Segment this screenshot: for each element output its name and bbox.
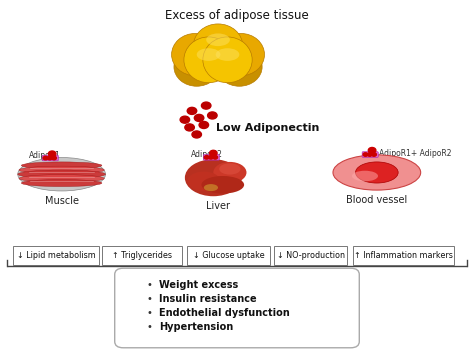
Ellipse shape bbox=[216, 48, 239, 61]
Text: •: • bbox=[146, 294, 152, 304]
Circle shape bbox=[194, 114, 204, 121]
FancyBboxPatch shape bbox=[13, 246, 99, 265]
Ellipse shape bbox=[203, 37, 252, 83]
Circle shape bbox=[201, 102, 211, 109]
Ellipse shape bbox=[193, 24, 243, 68]
Text: AdipoR2: AdipoR2 bbox=[191, 150, 222, 159]
Ellipse shape bbox=[174, 48, 219, 86]
Circle shape bbox=[210, 150, 217, 156]
Circle shape bbox=[363, 153, 368, 156]
Text: ↓ Lipid metabolism: ↓ Lipid metabolism bbox=[17, 251, 95, 260]
Circle shape bbox=[185, 124, 194, 131]
Circle shape bbox=[43, 156, 48, 160]
Text: •: • bbox=[146, 308, 152, 318]
Text: ↑ Triglycerides: ↑ Triglycerides bbox=[112, 251, 172, 260]
Text: •: • bbox=[146, 280, 152, 290]
FancyBboxPatch shape bbox=[353, 246, 454, 265]
Circle shape bbox=[208, 112, 217, 119]
Text: •: • bbox=[146, 322, 152, 332]
FancyBboxPatch shape bbox=[274, 246, 347, 265]
Ellipse shape bbox=[333, 155, 421, 190]
Text: AdipoR1: AdipoR1 bbox=[28, 151, 60, 160]
Text: Low Adiponectin: Low Adiponectin bbox=[216, 123, 319, 133]
Text: Muscle: Muscle bbox=[45, 196, 79, 206]
Circle shape bbox=[368, 147, 376, 153]
FancyBboxPatch shape bbox=[102, 246, 182, 265]
Ellipse shape bbox=[172, 33, 219, 76]
Ellipse shape bbox=[201, 176, 244, 194]
Text: ↓ Glucose uptake: ↓ Glucose uptake bbox=[193, 251, 264, 260]
Ellipse shape bbox=[217, 48, 262, 86]
Circle shape bbox=[372, 153, 376, 156]
Ellipse shape bbox=[217, 33, 264, 76]
Ellipse shape bbox=[213, 162, 246, 183]
Ellipse shape bbox=[206, 33, 230, 46]
Text: ↓ NO-production: ↓ NO-production bbox=[277, 251, 345, 260]
Ellipse shape bbox=[19, 166, 104, 174]
Circle shape bbox=[192, 131, 201, 138]
FancyBboxPatch shape bbox=[115, 268, 359, 348]
Circle shape bbox=[187, 107, 197, 114]
Ellipse shape bbox=[19, 175, 104, 182]
FancyBboxPatch shape bbox=[187, 246, 270, 265]
Text: AdipoR1+ AdipoR2: AdipoR1+ AdipoR2 bbox=[379, 149, 452, 158]
Ellipse shape bbox=[21, 162, 102, 169]
Circle shape bbox=[199, 121, 209, 128]
Circle shape bbox=[48, 151, 56, 157]
Text: Blood vessel: Blood vessel bbox=[346, 195, 408, 205]
FancyBboxPatch shape bbox=[42, 155, 58, 161]
Ellipse shape bbox=[352, 171, 378, 181]
Ellipse shape bbox=[204, 184, 218, 191]
Text: Endothelial dysfunction: Endothelial dysfunction bbox=[159, 308, 290, 318]
Text: Weight excess: Weight excess bbox=[159, 280, 238, 290]
Text: Hypertension: Hypertension bbox=[159, 322, 233, 332]
Text: ↑ Inflammation markers: ↑ Inflammation markers bbox=[354, 251, 453, 260]
FancyBboxPatch shape bbox=[203, 155, 219, 160]
Ellipse shape bbox=[197, 48, 220, 61]
Circle shape bbox=[52, 156, 56, 160]
Circle shape bbox=[47, 156, 52, 160]
Ellipse shape bbox=[18, 170, 106, 178]
Ellipse shape bbox=[219, 163, 240, 175]
Ellipse shape bbox=[184, 37, 233, 83]
Circle shape bbox=[209, 156, 213, 159]
Text: Insulin resistance: Insulin resistance bbox=[159, 294, 256, 304]
Text: Excess of adipose tissue: Excess of adipose tissue bbox=[165, 9, 309, 22]
Ellipse shape bbox=[18, 158, 106, 191]
Circle shape bbox=[204, 156, 209, 159]
FancyBboxPatch shape bbox=[362, 152, 378, 157]
Ellipse shape bbox=[185, 159, 242, 196]
Ellipse shape bbox=[187, 171, 220, 191]
Circle shape bbox=[213, 156, 218, 159]
Ellipse shape bbox=[356, 162, 398, 183]
Circle shape bbox=[180, 116, 190, 123]
Ellipse shape bbox=[21, 180, 102, 187]
Circle shape bbox=[367, 153, 372, 156]
Text: Liver: Liver bbox=[206, 201, 230, 210]
